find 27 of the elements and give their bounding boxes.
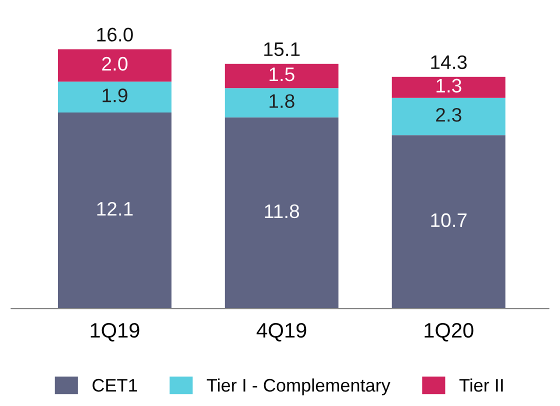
bar: [224, 117, 338, 309]
data-label: 1.5: [270, 68, 294, 82]
legend-label: CET1: [92, 378, 137, 392]
total-label: 14.3: [431, 55, 467, 70]
bar: [392, 98, 506, 136]
data-label: 2.3: [436, 108, 462, 122]
bar: [224, 64, 338, 88]
legend-label: Tier I - Complementary: [206, 378, 390, 396]
bar: [58, 112, 172, 309]
x-tick-label: 1Q19: [90, 323, 140, 342]
bar: [224, 88, 338, 118]
bar: [58, 82, 172, 112]
data-label: 1.8: [270, 94, 294, 108]
total-label: 16.0: [97, 28, 133, 42]
data-label: 1.3: [436, 78, 462, 93]
total-label: 15.1: [264, 42, 300, 56]
bar: [392, 135, 506, 309]
data-label: 10.7: [431, 213, 467, 228]
data-label: 11.8: [264, 204, 300, 218]
data-label: 1.9: [102, 88, 128, 102]
x-tick-label: 4Q19: [256, 323, 306, 342]
legend-label: Tier II: [459, 378, 503, 392]
x-tick-label: 1Q20: [424, 323, 474, 342]
data-label: 2.0: [102, 56, 128, 71]
data-label: 12.1: [97, 202, 133, 216]
bar: [58, 49, 172, 82]
bar: [392, 76, 506, 98]
